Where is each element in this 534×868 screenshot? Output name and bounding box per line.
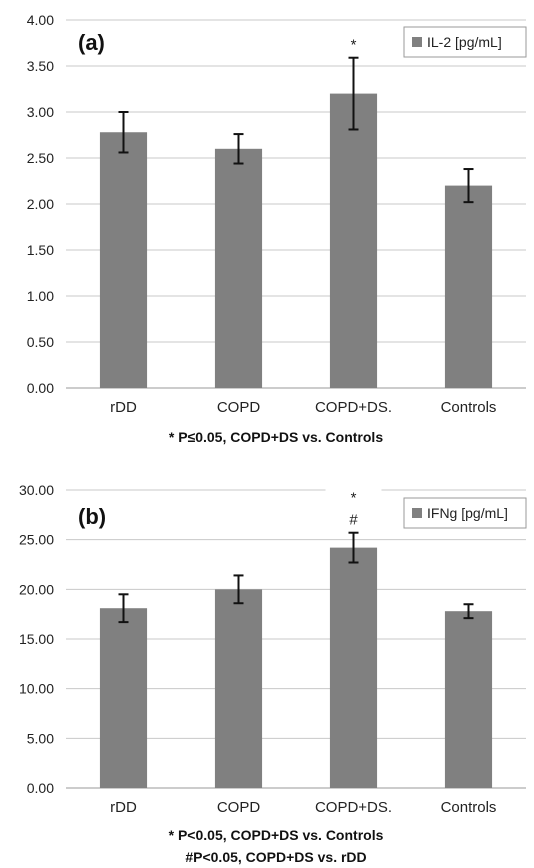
bar-copd: [214, 148, 263, 388]
x-tick-label: COPD: [217, 399, 261, 416]
panel-label: (b): [78, 504, 106, 529]
legend-swatch: [412, 37, 422, 47]
footnote: * P<0.05, COPD+DS vs. Controls: [169, 827, 384, 843]
x-tick-label: Controls: [441, 399, 497, 416]
legend-box: [403, 497, 527, 529]
y-tick-label: 0.50: [27, 334, 54, 350]
panel-label: (a): [78, 30, 105, 55]
x-tick-label: COPD+DS.: [315, 799, 392, 816]
x-tick-label: Controls: [441, 799, 497, 816]
bar-controls: [444, 611, 493, 788]
footnote: #P<0.05, COPD+DS vs. rDD: [185, 849, 366, 865]
legend-label: IFNg [pg/mL]: [427, 505, 508, 521]
bar-copd-ds: [329, 547, 378, 788]
legend-swatch: [412, 508, 422, 518]
y-tick-label: 15.00: [19, 631, 54, 647]
significance-marker: *: [351, 37, 357, 54]
annotation-background: [325, 474, 382, 523]
bar-controls: [444, 185, 493, 388]
x-tick-label: rDD: [110, 399, 137, 416]
y-tick-label: 10.00: [19, 681, 54, 697]
y-tick-label: 5.00: [27, 730, 54, 746]
bar-copd: [214, 589, 263, 788]
x-tick-label: rDD: [110, 799, 137, 816]
chart-panel-a: 0.00 0.50 1.00 1.50 2.00 2.50 3.00 3.50 4.00 rDD C…: [27, 12, 527, 445]
significance-marker: *: [351, 490, 357, 507]
y-tick-label: 0.00: [27, 780, 54, 796]
y-tick-label: 2.50: [27, 150, 54, 166]
significance-marker: #: [349, 512, 358, 529]
y-tick-label: 2.00: [27, 196, 54, 212]
y-tick-label: 4.00: [27, 12, 54, 28]
bar-rdd: [99, 132, 148, 388]
bar-rdd: [99, 608, 148, 788]
legend-box: [403, 26, 527, 58]
y-tick-label: 3.00: [27, 104, 54, 120]
y-tick-label: 25.00: [19, 532, 54, 548]
bar-copd-ds: [329, 93, 378, 388]
y-tick-label: 1.00: [27, 288, 54, 304]
y-tick-label: 3.50: [27, 58, 54, 74]
y-tick-label: 20.00: [19, 581, 54, 597]
y-tick-label: 30.00: [19, 482, 54, 498]
footnote: * P≤0.05, COPD+DS vs. Controls: [169, 429, 383, 445]
x-tick-label: COPD: [217, 799, 261, 816]
y-tick-label: 1.50: [27, 242, 54, 258]
y-tick-label: 0.00: [27, 380, 54, 396]
chart-panel-b: 0.00 5.00 10.00 15.00 20.00 25.00 30.00 rDD COPD…: [19, 474, 527, 865]
x-tick-label: COPD+DS.: [315, 399, 392, 416]
legend-label: IL-2 [pg/mL]: [427, 34, 502, 50]
